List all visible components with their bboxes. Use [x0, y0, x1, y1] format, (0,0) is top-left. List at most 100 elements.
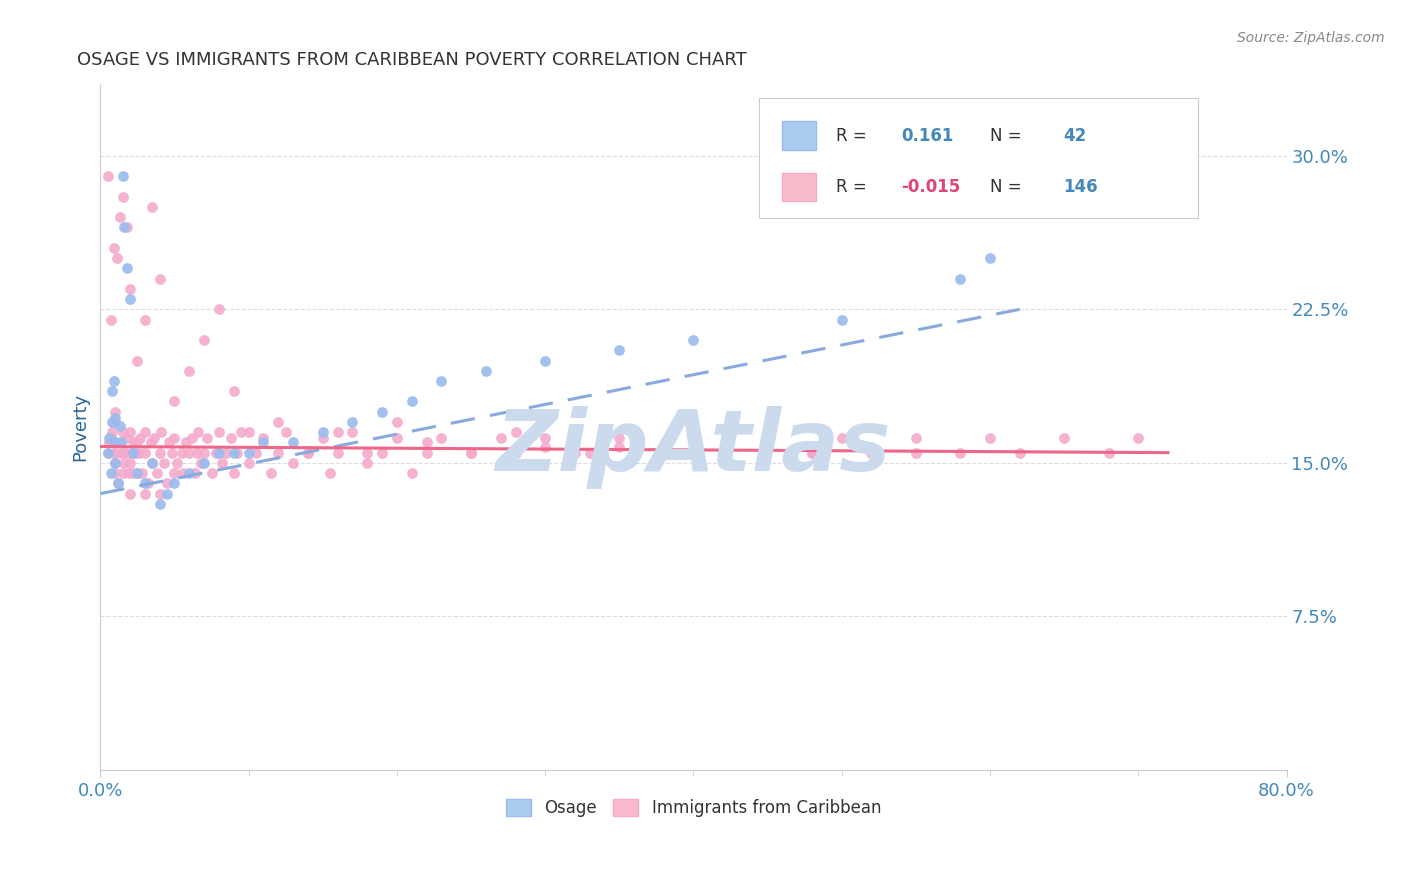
- Point: [166, 456, 188, 470]
- Point: [682, 431, 704, 445]
- Point: [385, 431, 408, 445]
- Point: [949, 271, 972, 285]
- Point: [215, 445, 238, 459]
- Point: [475, 364, 498, 378]
- Point: [607, 431, 630, 445]
- Point: [208, 302, 231, 317]
- Point: [110, 435, 132, 450]
- Text: 0.161: 0.161: [901, 127, 953, 145]
- Point: [115, 261, 138, 276]
- Point: [149, 445, 172, 459]
- Point: [274, 425, 297, 440]
- Point: [231, 425, 253, 440]
- FancyBboxPatch shape: [759, 98, 1198, 218]
- Point: [267, 445, 290, 459]
- Point: [108, 419, 131, 434]
- Point: [104, 445, 127, 459]
- Point: [176, 435, 198, 450]
- Point: [430, 374, 453, 388]
- Point: [141, 456, 163, 470]
- Point: [104, 456, 127, 470]
- Point: [312, 431, 335, 445]
- Point: [534, 440, 557, 454]
- Point: [145, 466, 167, 480]
- Point: [430, 431, 453, 445]
- Point: [101, 384, 124, 399]
- Text: N =: N =: [990, 178, 1026, 196]
- Point: [756, 431, 779, 445]
- Point: [104, 435, 127, 450]
- Legend: Osage, Immigrants from Caribbean: Osage, Immigrants from Caribbean: [499, 792, 887, 823]
- Point: [112, 220, 135, 235]
- Point: [297, 445, 319, 459]
- Point: [860, 445, 883, 459]
- Text: ZipAtlas: ZipAtlas: [496, 406, 891, 489]
- Point: [979, 251, 1001, 265]
- Point: [115, 220, 138, 235]
- Point: [860, 440, 883, 454]
- Point: [342, 425, 364, 440]
- Text: Source: ZipAtlas.com: Source: ZipAtlas.com: [1237, 31, 1385, 45]
- Point: [127, 466, 149, 480]
- Point: [505, 445, 527, 459]
- Point: [127, 353, 149, 368]
- Point: [190, 456, 212, 470]
- Point: [98, 435, 121, 450]
- Point: [208, 445, 231, 459]
- Point: [157, 435, 180, 450]
- Point: [118, 456, 141, 470]
- Point: [136, 476, 159, 491]
- Point: [142, 431, 165, 445]
- Point: [297, 445, 319, 459]
- Point: [115, 431, 138, 445]
- Point: [949, 445, 972, 459]
- Point: [205, 445, 228, 459]
- Point: [112, 456, 135, 470]
- Point: [187, 425, 209, 440]
- Point: [141, 456, 163, 470]
- Point: [104, 456, 127, 470]
- Point: [170, 445, 193, 459]
- Point: [505, 425, 527, 440]
- Point: [114, 445, 136, 459]
- Point: [103, 374, 125, 388]
- Point: [105, 251, 128, 265]
- Point: [1098, 445, 1121, 459]
- Point: [163, 466, 186, 480]
- Point: [489, 431, 512, 445]
- Point: [104, 415, 127, 429]
- Point: [111, 445, 134, 459]
- Point: [401, 466, 423, 480]
- Point: [118, 282, 141, 296]
- Point: [172, 466, 194, 480]
- Point: [122, 466, 145, 480]
- Point: [131, 466, 153, 480]
- Point: [460, 445, 482, 459]
- Point: [110, 435, 132, 450]
- Point: [534, 353, 557, 368]
- Point: [160, 445, 183, 459]
- Point: [108, 211, 131, 225]
- Point: [1008, 445, 1031, 459]
- Point: [260, 466, 283, 480]
- Point: [385, 415, 408, 429]
- Point: [101, 425, 124, 440]
- Point: [200, 466, 222, 480]
- Point: [163, 431, 186, 445]
- Point: [134, 476, 156, 491]
- Point: [134, 486, 156, 500]
- Text: N =: N =: [990, 127, 1026, 145]
- Point: [141, 200, 163, 214]
- Point: [979, 431, 1001, 445]
- Point: [127, 466, 149, 480]
- Point: [312, 425, 335, 440]
- Point: [326, 425, 349, 440]
- Point: [356, 445, 378, 459]
- Point: [179, 364, 201, 378]
- Point: [179, 445, 201, 459]
- Point: [281, 435, 304, 450]
- Point: [111, 466, 134, 480]
- Y-axis label: Poverty: Poverty: [72, 393, 89, 461]
- Point: [121, 445, 143, 459]
- Point: [186, 445, 208, 459]
